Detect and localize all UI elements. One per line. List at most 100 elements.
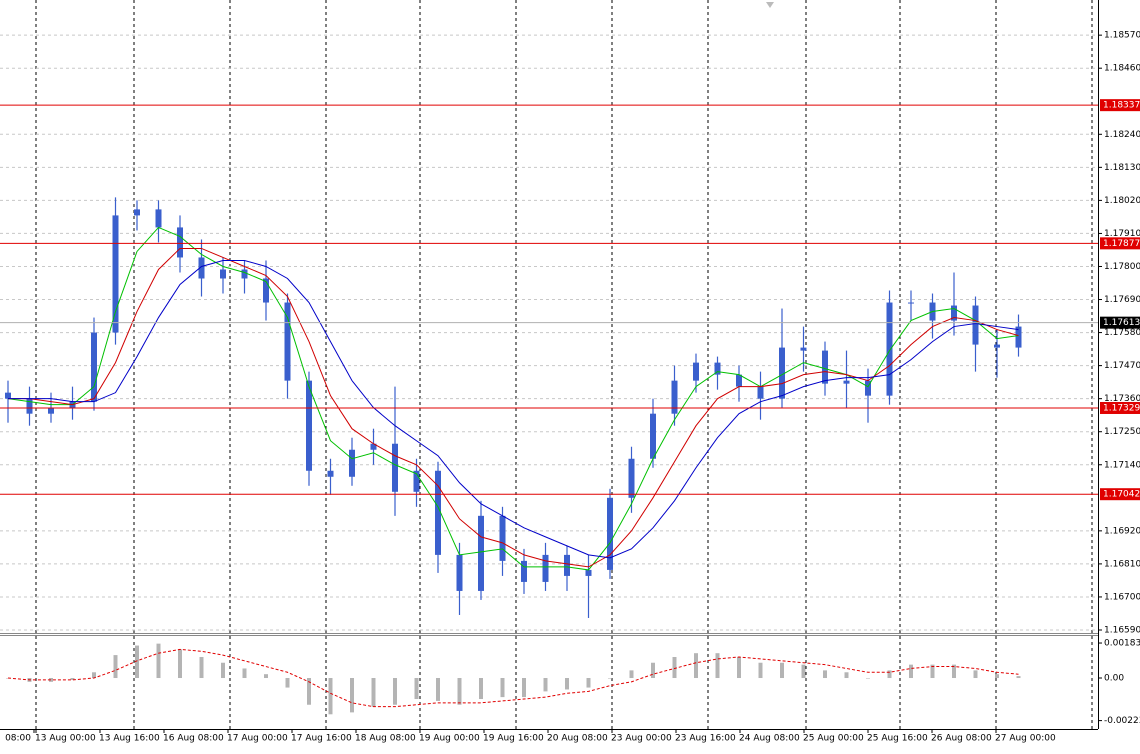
y-tick-label: 1.17910 bbox=[1104, 229, 1140, 239]
candle-body bbox=[349, 449, 355, 477]
candle-body bbox=[736, 374, 742, 387]
candle-body bbox=[478, 515, 484, 591]
histogram-bar bbox=[973, 670, 978, 679]
candle-body bbox=[585, 569, 592, 576]
candle-body bbox=[1015, 326, 1022, 348]
histogram-bar bbox=[328, 678, 333, 715]
y-tick-label: 1.18240 bbox=[1104, 130, 1140, 140]
histogram-bar bbox=[242, 668, 247, 679]
histogram-bar bbox=[135, 645, 139, 679]
candle-body bbox=[327, 470, 334, 477]
y-tick-label: 0.001832 bbox=[1104, 639, 1140, 649]
histogram-bar bbox=[479, 678, 483, 700]
histogram-bar bbox=[264, 674, 268, 679]
x-tick-label: 13 Aug 00:00 bbox=[35, 734, 96, 744]
candle-body bbox=[800, 347, 807, 351]
histogram-bar bbox=[586, 678, 591, 688]
candle-body bbox=[714, 362, 721, 375]
x-tick-label: 19 Aug 00:00 bbox=[419, 734, 480, 744]
candle-body bbox=[413, 470, 420, 492]
moving-average bbox=[8, 247, 1019, 568]
x-tick-label: 20 Aug 08:00 bbox=[547, 734, 608, 744]
candle-body bbox=[456, 554, 463, 591]
candle-body bbox=[134, 209, 140, 216]
histogram-bar bbox=[651, 662, 655, 679]
y-tick-label: 1.16920 bbox=[1104, 526, 1140, 536]
histogram-bar bbox=[629, 670, 634, 679]
histogram-bar bbox=[49, 678, 53, 682]
y-tick-label: 0.00 bbox=[1104, 674, 1124, 684]
level-label: 1.17329 bbox=[1103, 403, 1140, 413]
candle-body bbox=[628, 458, 635, 498]
histogram-bar bbox=[70, 678, 75, 680]
histogram-bar bbox=[178, 649, 182, 679]
x-tick-label: 23 Aug 16:00 bbox=[675, 734, 736, 744]
y-tick-label: 1.17140 bbox=[1104, 460, 1140, 470]
candle-body bbox=[48, 407, 54, 414]
x-tick-label: 23 Aug 00:00 bbox=[611, 734, 672, 744]
y-tick-label: 1.18130 bbox=[1104, 163, 1140, 173]
candle-body bbox=[564, 554, 570, 576]
y-tick-label: 1.16700 bbox=[1104, 592, 1140, 602]
histogram-bar bbox=[350, 678, 354, 713]
y-tick-label: 1.18570 bbox=[1104, 31, 1140, 41]
histogram-bar bbox=[221, 662, 225, 679]
histogram-bar bbox=[436, 678, 440, 701]
candle-body bbox=[607, 497, 613, 570]
candle-body bbox=[112, 215, 119, 333]
candle-body bbox=[499, 515, 506, 561]
histogram-bar bbox=[543, 678, 548, 692]
y-tick-label: 1.17250 bbox=[1104, 427, 1140, 437]
histogram-bar bbox=[909, 664, 913, 679]
y-tick-label: 1.18460 bbox=[1104, 64, 1140, 74]
level-label-box bbox=[1100, 237, 1140, 250]
histogram-bar bbox=[199, 657, 204, 679]
histogram-bar bbox=[801, 664, 806, 679]
candle-body bbox=[5, 392, 11, 399]
candle-body bbox=[994, 344, 1000, 348]
histogram-bar bbox=[565, 678, 569, 690]
candle-body bbox=[693, 362, 699, 381]
histogram-bar bbox=[737, 657, 741, 679]
histogram-bar bbox=[522, 678, 526, 698]
y-tick-label: 1.17470 bbox=[1104, 361, 1140, 371]
candle-body bbox=[757, 386, 764, 399]
y-tick-label: 1.17360 bbox=[1104, 394, 1140, 404]
candle-body bbox=[91, 332, 97, 402]
candle-body bbox=[263, 278, 269, 303]
histogram-bar bbox=[844, 672, 849, 679]
x-tick-label: 17 Aug 16:00 bbox=[291, 734, 352, 744]
y-tick-label: 1.17580 bbox=[1104, 328, 1140, 338]
histogram-bar bbox=[780, 662, 784, 679]
histogram-bar bbox=[995, 674, 999, 679]
histogram-bar bbox=[92, 672, 96, 679]
candle-body bbox=[177, 227, 183, 258]
current-price-label: 1.17613 bbox=[1103, 318, 1140, 328]
histogram-bar bbox=[500, 678, 505, 698]
histogram-bar bbox=[758, 662, 763, 679]
candle-body bbox=[650, 413, 656, 459]
candle-body bbox=[542, 554, 549, 582]
y-tick-label: 1.17800 bbox=[1104, 262, 1140, 272]
level-label: 1.17042 bbox=[1103, 490, 1140, 500]
candle-body bbox=[865, 380, 871, 396]
candle-body bbox=[26, 398, 33, 414]
candle-body bbox=[671, 380, 678, 414]
candle-body bbox=[220, 269, 226, 279]
candle-body bbox=[392, 443, 398, 492]
candle-body bbox=[284, 302, 291, 381]
candle-body bbox=[886, 302, 893, 396]
candle-body bbox=[951, 305, 957, 321]
current-price-box bbox=[1100, 316, 1140, 329]
histogram-bar bbox=[952, 664, 956, 679]
histogram-bar bbox=[113, 655, 118, 679]
y-tick-label: 1.16590 bbox=[1104, 625, 1140, 635]
moving-average bbox=[7, 226, 1019, 571]
x-tick-label: 27 Aug 00:00 bbox=[995, 734, 1056, 744]
histogram-bar bbox=[285, 678, 290, 688]
candle-body bbox=[908, 302, 914, 304]
candle-body bbox=[155, 209, 162, 228]
histogram-bar bbox=[393, 678, 397, 705]
